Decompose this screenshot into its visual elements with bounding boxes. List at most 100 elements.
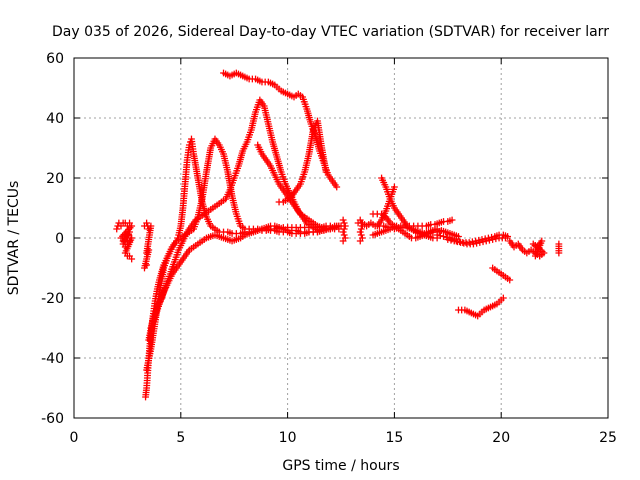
- data-point-plus: [122, 247, 130, 255]
- data-point-plus: [311, 221, 319, 228]
- data-point-plus: [446, 217, 454, 225]
- data-point-plus: [305, 152, 312, 160]
- data-point-plus: [230, 236, 238, 244]
- data-point-plus: [410, 226, 418, 234]
- data-series: [356, 216, 366, 245]
- data-point-plus: [295, 208, 303, 216]
- data-point-plus: [385, 198, 393, 205]
- data-point-plus: [356, 216, 364, 224]
- data-point-plus: [282, 197, 289, 204]
- data-point-plus: [234, 165, 242, 172]
- data-point-plus: [339, 216, 347, 224]
- data-point-plus: [159, 291, 167, 298]
- data-point-plus: [213, 232, 221, 240]
- data-point-plus: [495, 269, 503, 276]
- x-tick-label: 25: [599, 430, 617, 446]
- data-point-plus: [259, 100, 267, 108]
- data-point-plus: [331, 181, 339, 189]
- data-point-plus: [185, 144, 193, 151]
- data-point-plus: [555, 247, 563, 255]
- data-point-plus: [295, 182, 303, 190]
- y-tick-label: 40: [46, 111, 64, 127]
- data-point-plus: [269, 80, 277, 88]
- data-point-plus: [281, 178, 289, 185]
- data-point-plus: [476, 239, 484, 246]
- data-point-plus: [220, 197, 227, 204]
- data-point-plus: [479, 238, 487, 246]
- data-point-plus: [303, 215, 311, 222]
- data-point-plus: [264, 226, 272, 234]
- data-series: [489, 264, 514, 284]
- data-point-plus: [473, 239, 481, 247]
- data-point-plus: [277, 166, 284, 174]
- data-point-plus: [405, 224, 413, 232]
- data-point-plus: [270, 169, 278, 177]
- data-point-plus: [147, 347, 154, 355]
- data-point-plus: [327, 175, 335, 183]
- data-point-plus: [141, 262, 149, 270]
- data-point-plus: [466, 240, 474, 248]
- y-tick-label: -40: [41, 351, 64, 367]
- data-point-plus: [150, 315, 158, 322]
- data-point-plus: [427, 233, 435, 241]
- data-point-plus: [340, 219, 348, 227]
- data-point-plus: [225, 188, 233, 196]
- data-point-plus: [385, 217, 393, 225]
- data-point-plus: [478, 308, 486, 316]
- data-point-plus: [401, 230, 409, 237]
- data-point-plus: [489, 236, 497, 243]
- data-point-plus: [207, 206, 215, 213]
- x-tick-label: 20: [492, 430, 510, 446]
- grid-lines: [74, 58, 608, 418]
- data-point-plus: [458, 306, 466, 314]
- data-point-plus: [517, 244, 525, 252]
- data-point-plus: [440, 233, 447, 240]
- data-point-plus: [278, 184, 286, 192]
- data-point-plus: [222, 235, 230, 243]
- data-point-plus: [196, 239, 204, 246]
- data-point-plus: [376, 229, 383, 237]
- data-point-plus: [491, 266, 499, 273]
- data-point-plus: [380, 227, 388, 235]
- data-point-plus: [536, 252, 544, 260]
- data-point-plus: [272, 151, 280, 159]
- data-series: [254, 141, 343, 233]
- data-point-plus: [239, 224, 247, 231]
- data-point-plus: [376, 218, 384, 226]
- data-point-plus: [206, 220, 214, 228]
- data-point-plus: [182, 230, 190, 238]
- data-point-plus: [444, 236, 452, 243]
- data-point-plus: [128, 255, 136, 263]
- data-point-plus: [189, 148, 197, 155]
- data-point-plus: [297, 92, 304, 99]
- data-point-plus: [203, 209, 210, 216]
- data-point-plus: [398, 214, 405, 222]
- data-point-plus: [261, 154, 269, 162]
- data-point-plus: [444, 229, 452, 237]
- data-point-plus: [155, 303, 162, 310]
- data-point-plus: [299, 212, 306, 219]
- data-point-plus: [171, 239, 179, 247]
- data-point-plus: [217, 233, 225, 241]
- axis-ticks: 0 5 10 15 20 25 -60 -40 -20 0 20 40 60: [41, 51, 617, 446]
- data-point-plus: [437, 218, 445, 226]
- data-point-plus: [357, 225, 365, 233]
- data-point-plus: [243, 74, 251, 82]
- data-point-plus: [209, 224, 217, 231]
- data-point-plus: [307, 118, 314, 126]
- data-point-plus: [356, 237, 364, 245]
- data-point-plus: [425, 221, 432, 229]
- data-point-plus: [388, 221, 396, 228]
- data-point-plus: [186, 224, 194, 232]
- data-point-plus: [390, 186, 397, 193]
- data-point-plus: [291, 202, 299, 210]
- data-point-plus: [427, 227, 435, 235]
- data-point-plus: [248, 75, 256, 83]
- data-point-plus: [261, 78, 269, 86]
- data-point-plus: [356, 228, 364, 236]
- data-point-plus: [492, 235, 500, 243]
- data-point-plus: [447, 236, 455, 244]
- data-point-plus: [402, 220, 410, 228]
- data-point-plus: [252, 227, 259, 235]
- data-point-plus: [384, 226, 392, 234]
